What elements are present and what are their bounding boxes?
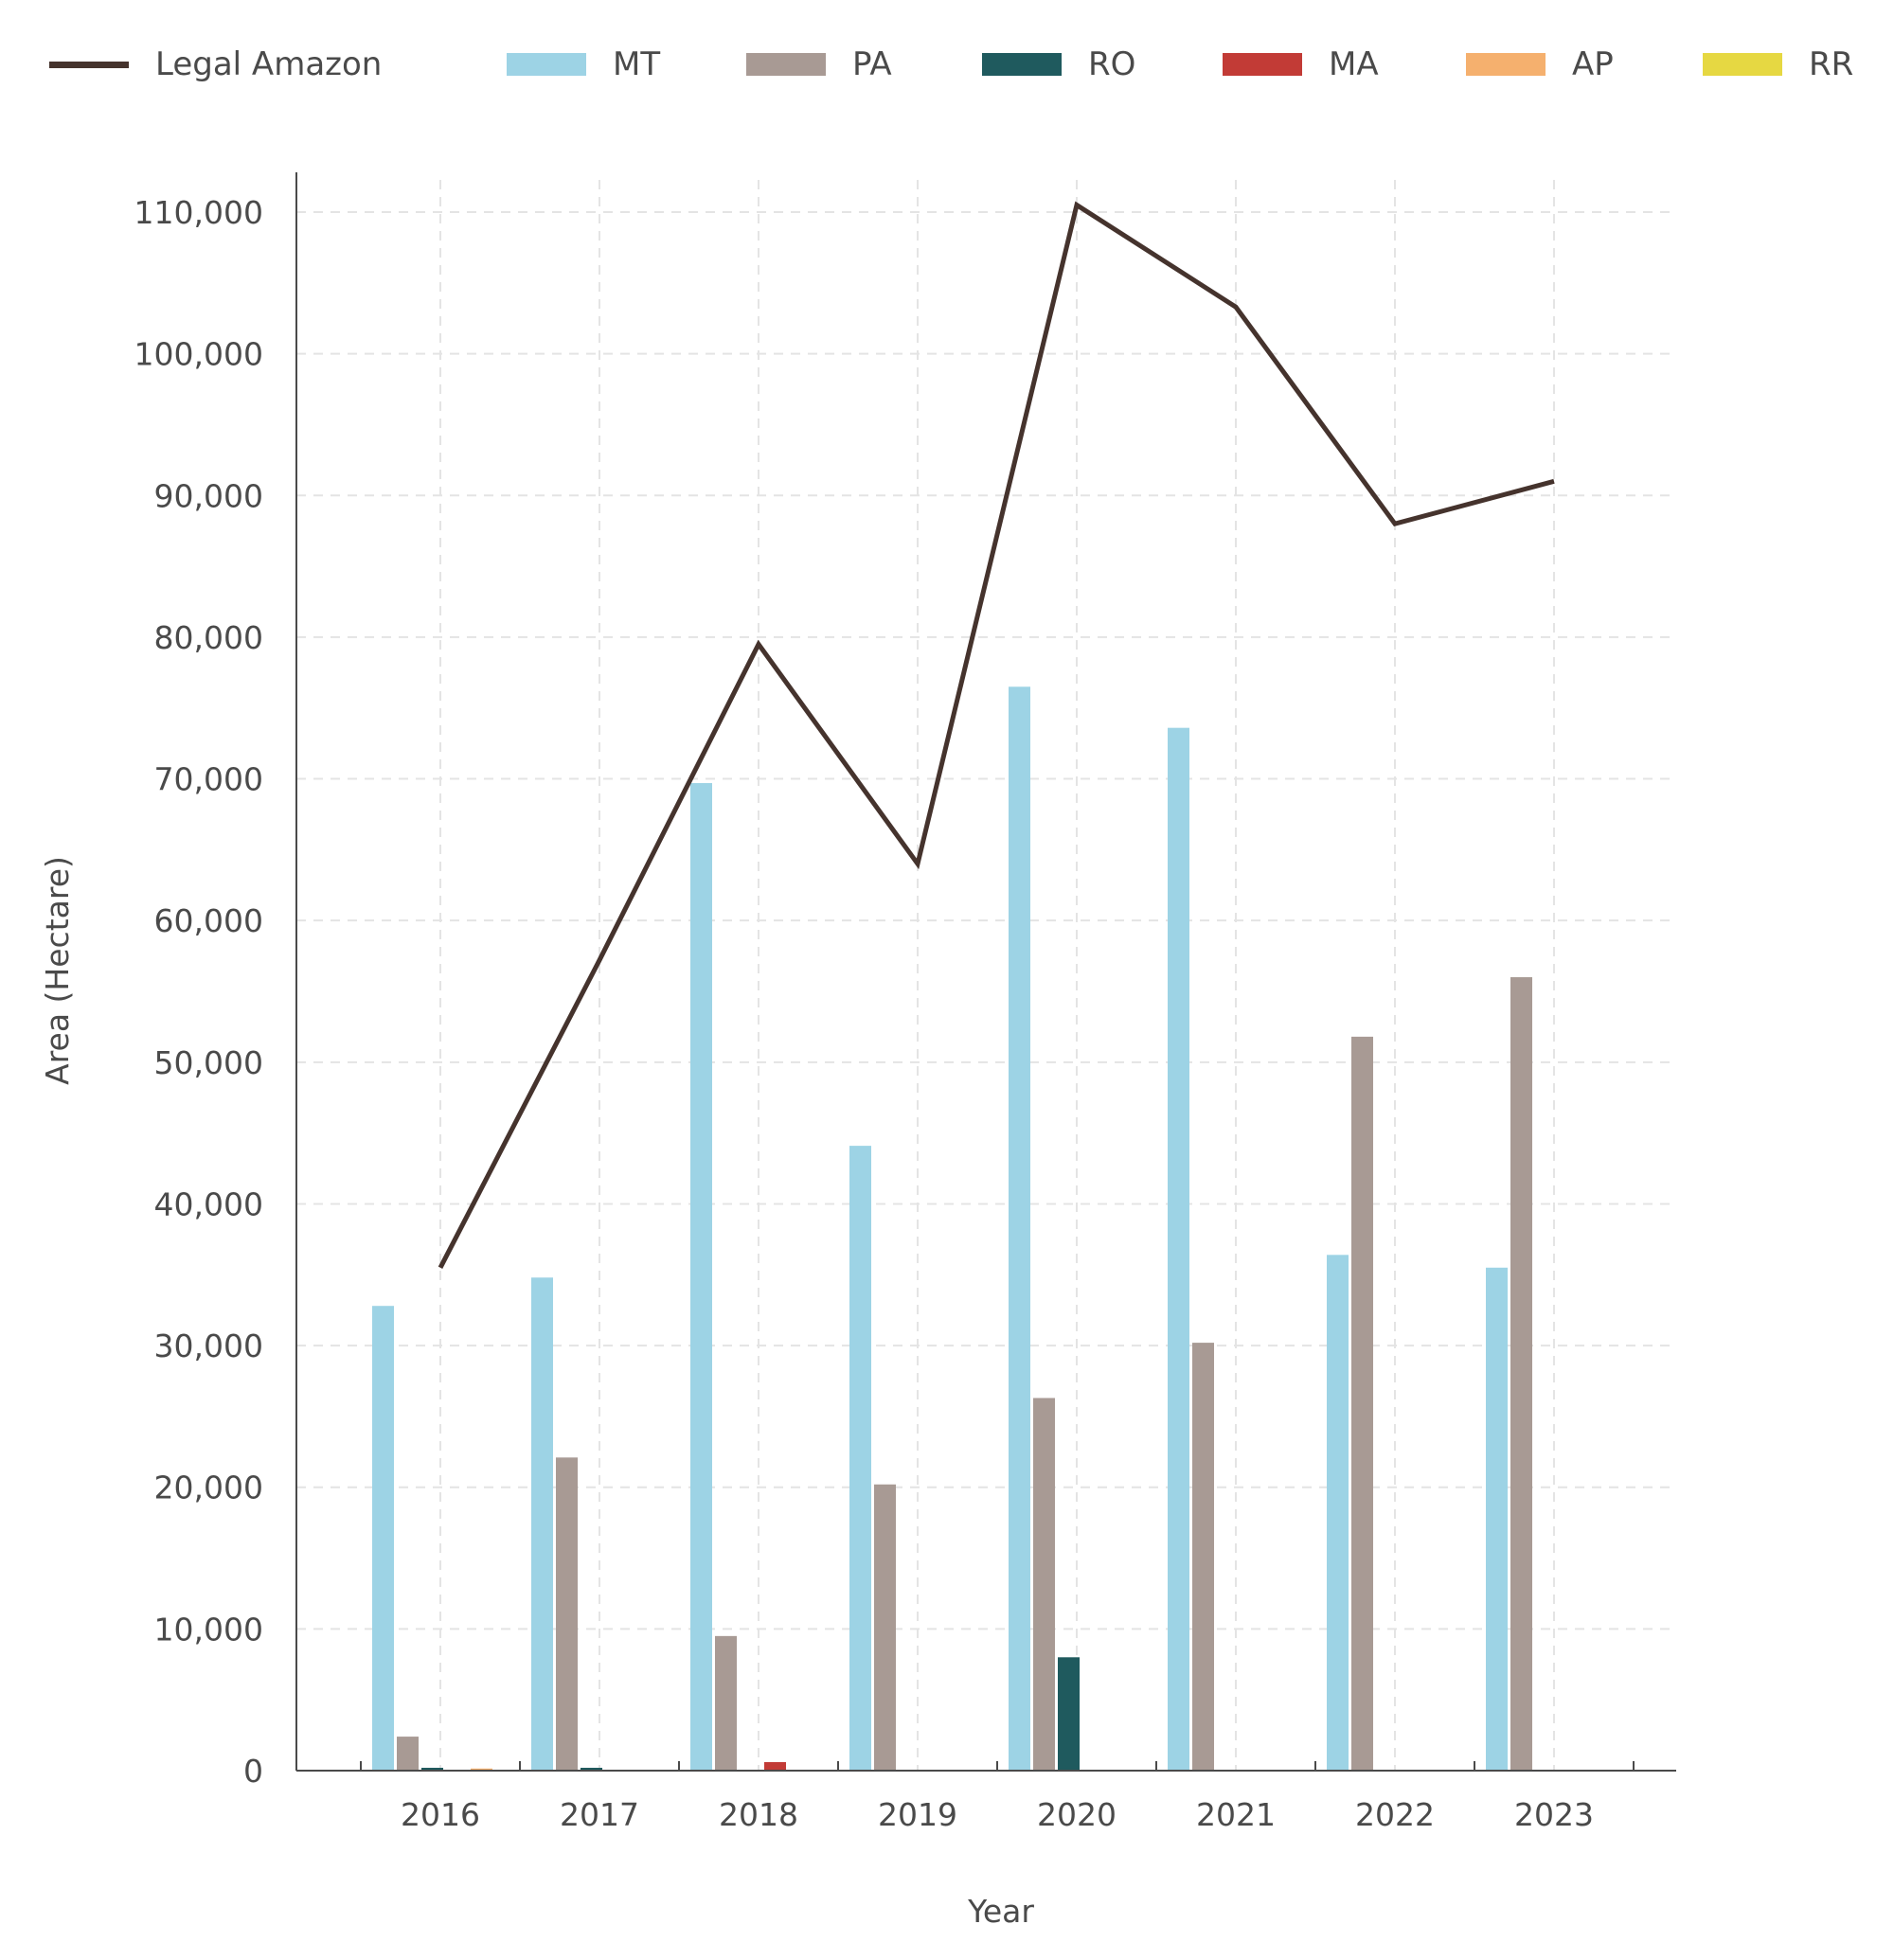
chart-legend: Legal Amazon MT PA RO MA AP RR xyxy=(0,0,1894,133)
x-tick-label: 2021 xyxy=(1196,1796,1276,1833)
legend-item-ma: MA xyxy=(1223,45,1379,83)
bar-mt-2019 xyxy=(849,1146,871,1771)
x-tick-label: 2017 xyxy=(560,1796,639,1833)
legend-swatch xyxy=(49,61,129,68)
bar-pa-2023 xyxy=(1510,977,1532,1771)
line-legal-amazon xyxy=(438,201,1555,1269)
bar-pa-2018 xyxy=(715,1635,737,1771)
legend-item-ro: RO xyxy=(982,45,1135,83)
bar-pa-2016 xyxy=(397,1737,419,1771)
grid-lines xyxy=(296,180,1676,1771)
y-tick-label: 30,000 xyxy=(154,1327,263,1364)
legend-label: RR xyxy=(1809,45,1854,83)
y-tick-label: 70,000 xyxy=(154,761,263,798)
bar-pa-2022 xyxy=(1351,1036,1373,1771)
legend-label: RO xyxy=(1088,45,1136,83)
line-series xyxy=(438,201,1555,1269)
bar-ro-2017 xyxy=(581,1768,602,1771)
legend-item-ap: AP xyxy=(1466,45,1614,83)
y-tick-label: 100,000 xyxy=(134,336,263,373)
y-axis-title: Area (Hectare) xyxy=(39,856,76,1085)
legend-swatch xyxy=(746,53,826,76)
bar-mt-2022 xyxy=(1327,1255,1349,1771)
y-tick-label: 110,000 xyxy=(134,194,263,231)
y-tick-label: 10,000 xyxy=(154,1611,263,1648)
bar-mt-2020 xyxy=(1009,686,1030,1772)
bar-mt-2016 xyxy=(372,1306,394,1771)
x-tick-label: 2018 xyxy=(719,1796,798,1833)
y-tick-label: 40,000 xyxy=(154,1185,263,1222)
bar-ap-2016 xyxy=(471,1768,492,1771)
y-tick-label: 80,000 xyxy=(154,619,263,656)
legend-swatch xyxy=(1466,53,1546,76)
bar-pa-2019 xyxy=(874,1484,896,1771)
bar-mt-2023 xyxy=(1486,1267,1508,1771)
axes: 0 10,000 20,000 30,000 40,000 50,000 60,000 70,… xyxy=(134,172,1676,1833)
legend-item-rr: RR xyxy=(1703,45,1853,83)
x-tick-label: 2019 xyxy=(878,1796,957,1833)
legend-label: MA xyxy=(1329,45,1379,83)
y-tick-label: 20,000 xyxy=(154,1470,263,1506)
legend-item-pa: PA xyxy=(746,45,892,83)
y-tick-label: 90,000 xyxy=(154,477,263,514)
bar-pa-2017 xyxy=(556,1457,578,1771)
bars xyxy=(372,686,1532,1772)
y-tick-label: 60,000 xyxy=(154,902,263,939)
bar-ro-2016 xyxy=(421,1768,443,1771)
x-axis-title: Year xyxy=(967,1893,1034,1930)
y-tick-label: 0 xyxy=(243,1753,263,1790)
bar-ma-2018 xyxy=(764,1762,786,1771)
legend-item-legal-amazon: Legal Amazon xyxy=(49,45,382,83)
bar-mt-2017 xyxy=(531,1277,553,1771)
x-tick-label: 2020 xyxy=(1037,1796,1117,1833)
legend-label: AP xyxy=(1572,45,1614,83)
bar-mt-2018 xyxy=(690,783,712,1771)
bar-ro-2020 xyxy=(1058,1657,1080,1771)
x-tick-label: 2023 xyxy=(1514,1796,1594,1833)
legend-label: PA xyxy=(852,45,892,83)
y-tick-label: 50,000 xyxy=(154,1044,263,1081)
legend-label: Legal Amazon xyxy=(155,45,383,83)
bar-pa-2020 xyxy=(1033,1398,1055,1771)
legend-swatch xyxy=(507,53,586,76)
legend-swatch xyxy=(1223,53,1302,76)
legend-swatch xyxy=(1703,53,1782,76)
bar-mt-2021 xyxy=(1168,727,1189,1771)
legend-item-mt: MT xyxy=(507,45,660,83)
x-tick-label: 2016 xyxy=(401,1796,480,1833)
bar-pa-2021 xyxy=(1192,1343,1214,1771)
legend-label: MT xyxy=(613,45,661,83)
legend-swatch xyxy=(982,53,1062,76)
x-tick-label: 2022 xyxy=(1355,1796,1435,1833)
